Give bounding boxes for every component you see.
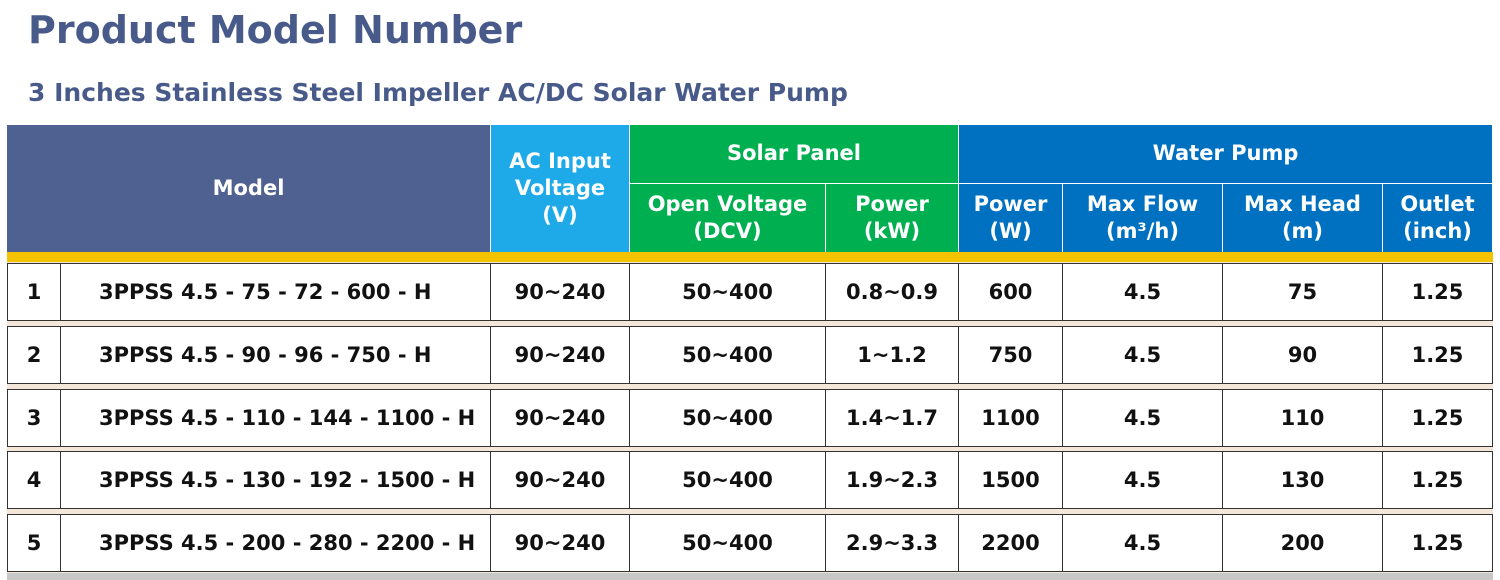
table-cell: 3 <box>7 389 61 447</box>
column-label: AC Input Voltage <box>509 148 611 200</box>
column-header: Power (W) <box>959 183 1063 252</box>
table-cell: 4 <box>7 451 61 509</box>
table-cell: 3PPSS 4.5 - 110 - 144 - 1100 - H <box>61 389 491 447</box>
table-cell: 200 <box>1223 514 1383 572</box>
column-label: Open Voltage <box>647 191 808 216</box>
table-cell: 90~240 <box>491 263 630 321</box>
table-cell: 110 <box>1223 389 1383 447</box>
table-cell: 1.25 <box>1383 326 1493 384</box>
table-cell: 90~240 <box>491 451 630 509</box>
column-header: Power (kW) <box>826 183 959 252</box>
table-cell: 600 <box>959 263 1063 321</box>
table-cell: 90~240 <box>491 389 630 447</box>
table-cell: 1500 <box>959 451 1063 509</box>
table-cell: 1.25 <box>1383 263 1493 321</box>
table-cell: 50~400 <box>630 389 826 447</box>
table-cell: 90~240 <box>491 326 630 384</box>
table-cell: 3PPSS 4.5 - 90 - 96 - 750 - H <box>61 326 491 384</box>
column-unit: (DCV) <box>693 219 762 243</box>
title: Product Model Number <box>28 8 523 52</box>
column-label: Outlet <box>1400 191 1475 216</box>
table-cell: 0.8~0.9 <box>826 263 959 321</box>
table-cell: 50~400 <box>630 514 826 572</box>
column-unit: (kW) <box>863 219 921 243</box>
table-cell: 50~400 <box>630 451 826 509</box>
table-cell: 5 <box>7 514 61 572</box>
table-cell: 130 <box>1223 451 1383 509</box>
table-cell: 4.5 <box>1063 263 1223 321</box>
column-unit: (m) <box>1281 219 1324 243</box>
table-cell: 2 <box>7 326 61 384</box>
table-cell: 750 <box>959 326 1063 384</box>
table-cell: 50~400 <box>630 263 826 321</box>
column-header: Outlet (inch) <box>1383 183 1493 252</box>
column-label: Power <box>973 191 1048 216</box>
table-footer <box>7 573 1493 580</box>
column-header: Max Flow (m³/h) <box>1063 183 1223 252</box>
column-label: Max Flow <box>1086 191 1199 216</box>
table-cell: 2.9~3.3 <box>826 514 959 572</box>
table-cell: 4.5 <box>1063 451 1223 509</box>
table-cell: 3PPSS 4.5 - 75 - 72 - 600 - H <box>61 263 491 321</box>
column-label: Max Head <box>1244 191 1361 216</box>
table-cell: 1~1.2 <box>826 326 959 384</box>
group-header: Water Pump <box>959 125 1493 183</box>
table-cell: 1.25 <box>1383 514 1493 572</box>
column-label: Power <box>855 191 929 216</box>
column-unit: (inch) <box>1403 219 1472 243</box>
table-cell: 1.25 <box>1383 389 1493 447</box>
table-cell: 3PPSS 4.5 - 200 - 280 - 2200 - H <box>61 514 491 572</box>
table-cell: 1 <box>7 263 61 321</box>
column-unit: (V) <box>542 203 578 228</box>
column-unit: (W) <box>989 219 1032 243</box>
column-header: Max Head (m) <box>1223 183 1383 252</box>
model-header: Model <box>7 125 491 252</box>
table-cell: 3PPSS 4.5 - 130 - 192 - 1500 - H <box>61 451 491 509</box>
table-cell: 1.25 <box>1383 451 1493 509</box>
group-header: Solar Panel <box>630 125 959 183</box>
table-cell: 4.5 <box>1063 514 1223 572</box>
header-divider <box>7 252 1493 262</box>
table-cell: 1.4~1.7 <box>826 389 959 447</box>
table-cell: 1100 <box>959 389 1063 447</box>
column-header: Open Voltage (DCV) <box>630 183 826 252</box>
table-cell: 90~240 <box>491 514 630 572</box>
subtitle: 3 Inches Stainless Steel Impeller AC/DC … <box>28 78 848 107</box>
table-cell: 75 <box>1223 263 1383 321</box>
table-cell: 90 <box>1223 326 1383 384</box>
table-cell: 2200 <box>959 514 1063 572</box>
table-cell: 4.5 <box>1063 389 1223 447</box>
column-header: AC Input Voltage (V) <box>491 125 630 252</box>
column-unit: (m³/h) <box>1106 219 1179 243</box>
table-cell: 4.5 <box>1063 326 1223 384</box>
table-cell: 1.9~2.3 <box>826 451 959 509</box>
table-cell: 50~400 <box>630 326 826 384</box>
